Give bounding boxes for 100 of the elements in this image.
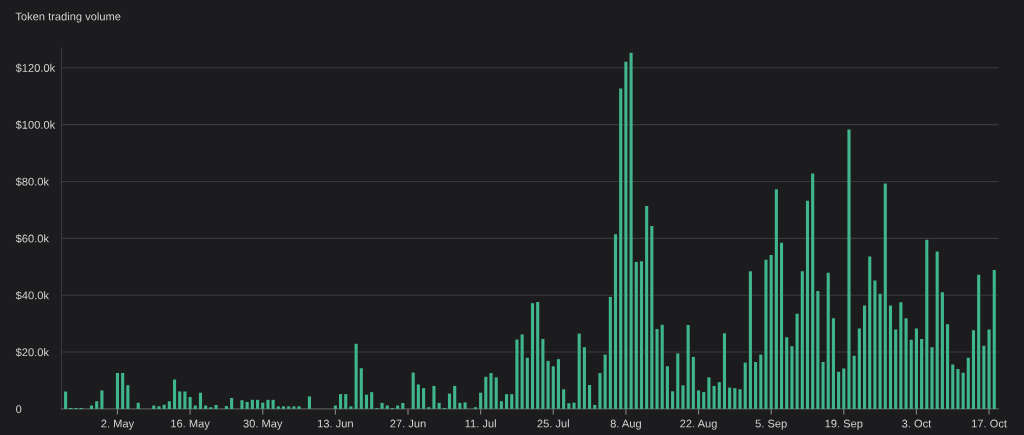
bar: [665, 366, 669, 409]
bar: [608, 296, 612, 409]
bar: [95, 401, 99, 409]
bar: [873, 280, 877, 409]
bar: [453, 385, 457, 409]
bar: [204, 405, 208, 409]
bar: [255, 399, 260, 409]
bar: [489, 373, 493, 409]
bar: [411, 372, 415, 409]
bar: [344, 394, 348, 409]
bar: [505, 394, 509, 409]
bar: [567, 403, 571, 409]
bar: [292, 406, 296, 409]
bar: [297, 406, 301, 409]
bar: [463, 402, 467, 409]
bar: [961, 372, 965, 409]
bar: [437, 402, 441, 409]
bar: [250, 399, 254, 409]
x-tick-label: 8. Aug: [610, 419, 641, 430]
bar: [224, 406, 228, 409]
bar: [785, 337, 789, 409]
bar: [805, 200, 810, 409]
bar: [245, 402, 249, 409]
bar: [240, 400, 244, 409]
bar: [940, 292, 944, 409]
bar: [966, 357, 970, 409]
chart-title: Token trading volume: [15, 12, 121, 23]
bar: [588, 385, 592, 409]
x-tick-label: 13. Jun: [317, 419, 353, 428]
x-tick-label: 25. Jul: [537, 419, 569, 428]
bar: [748, 271, 752, 409]
x-tick-label: 30. May: [243, 419, 283, 430]
bar: [774, 189, 778, 409]
bar: [515, 339, 519, 409]
bar: [551, 366, 555, 409]
bar: [650, 226, 654, 409]
bar: [178, 391, 182, 409]
bar: [261, 402, 265, 409]
bar: [722, 333, 727, 409]
bar: [681, 385, 685, 409]
bar: [530, 303, 535, 409]
bar: [603, 354, 607, 409]
bar: [956, 369, 960, 409]
bar: [779, 242, 784, 409]
bar: [287, 406, 291, 409]
x-tick-label: 11. Jul: [465, 419, 496, 428]
bar: [230, 398, 234, 409]
y-tick-label: $80.0k: [15, 177, 49, 187]
bar: [126, 385, 130, 409]
bar: [914, 328, 918, 409]
bar: [686, 325, 690, 409]
bar: [852, 355, 856, 409]
bar: [645, 205, 649, 409]
bar: [702, 392, 706, 409]
y-tick-label: 0: [16, 405, 22, 414]
x-tick-label: 17. Oct: [972, 419, 1007, 428]
bar: [115, 373, 120, 409]
bar: [712, 385, 716, 409]
bar: [520, 334, 524, 409]
bar: [888, 305, 893, 409]
bar: [183, 391, 187, 409]
bar: [447, 393, 452, 409]
bar: [790, 346, 794, 409]
y-tick-label: $40.0k: [15, 290, 49, 300]
bar: [826, 272, 830, 409]
bar: [707, 377, 711, 409]
bar: [307, 396, 311, 409]
bar: [862, 305, 867, 409]
bar: [629, 52, 633, 409]
bar: [479, 392, 483, 409]
x-tick-label: 16. May: [171, 419, 210, 430]
bar: [837, 371, 841, 409]
bar: [484, 376, 488, 409]
bar: [359, 368, 363, 409]
bar: [562, 389, 566, 409]
bar: [167, 401, 171, 409]
bar: [188, 396, 192, 409]
y-tick-label: $120.0k: [15, 63, 56, 73]
bar: [198, 392, 203, 409]
bar: [339, 394, 343, 409]
bar: [811, 173, 815, 409]
bar: [676, 353, 680, 409]
bar: [593, 404, 597, 409]
bar: [401, 402, 405, 409]
x-tick-label: 2. May: [101, 419, 135, 430]
bar: [89, 405, 94, 409]
bar: [728, 387, 732, 409]
bar: [639, 261, 644, 409]
bar: [364, 394, 369, 409]
bar: [733, 388, 737, 409]
bar: [743, 362, 747, 409]
bar: [971, 330, 976, 409]
bar: [899, 302, 903, 409]
bar: [541, 338, 545, 409]
bar: [982, 345, 986, 409]
bar: [842, 368, 846, 409]
bar: [977, 274, 981, 409]
bar: [619, 88, 623, 409]
bar: [847, 129, 851, 409]
bar: [816, 290, 820, 409]
